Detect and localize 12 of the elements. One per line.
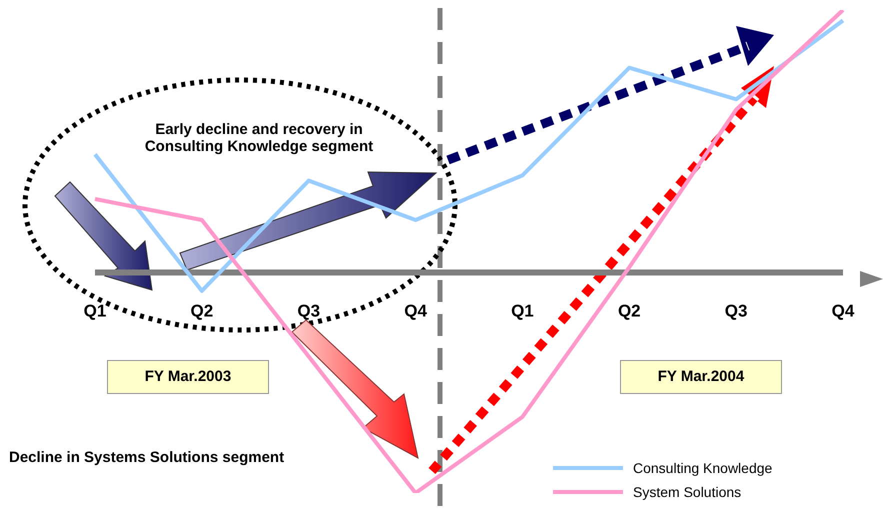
legend-label: Consulting Knowledge [633,460,772,476]
x-tick-label: Q3 [724,302,748,320]
x-tick-label: Q1 [511,302,534,320]
x-tick-label: Q4 [832,302,855,320]
x-tick-label: Q4 [404,302,428,320]
legend-label: System Solutions [633,484,742,500]
x-tick-label: Q2 [618,302,641,320]
x-tick-label: Q1 [84,302,106,320]
annotation: Decline in Systems Solutions segment [8,448,286,467]
x-tick-label: Q3 [297,302,320,320]
x-tick-label: Q2 [190,302,214,320]
annotation: Early decline and recovery in Consulting Knowledge segment [144,120,374,156]
